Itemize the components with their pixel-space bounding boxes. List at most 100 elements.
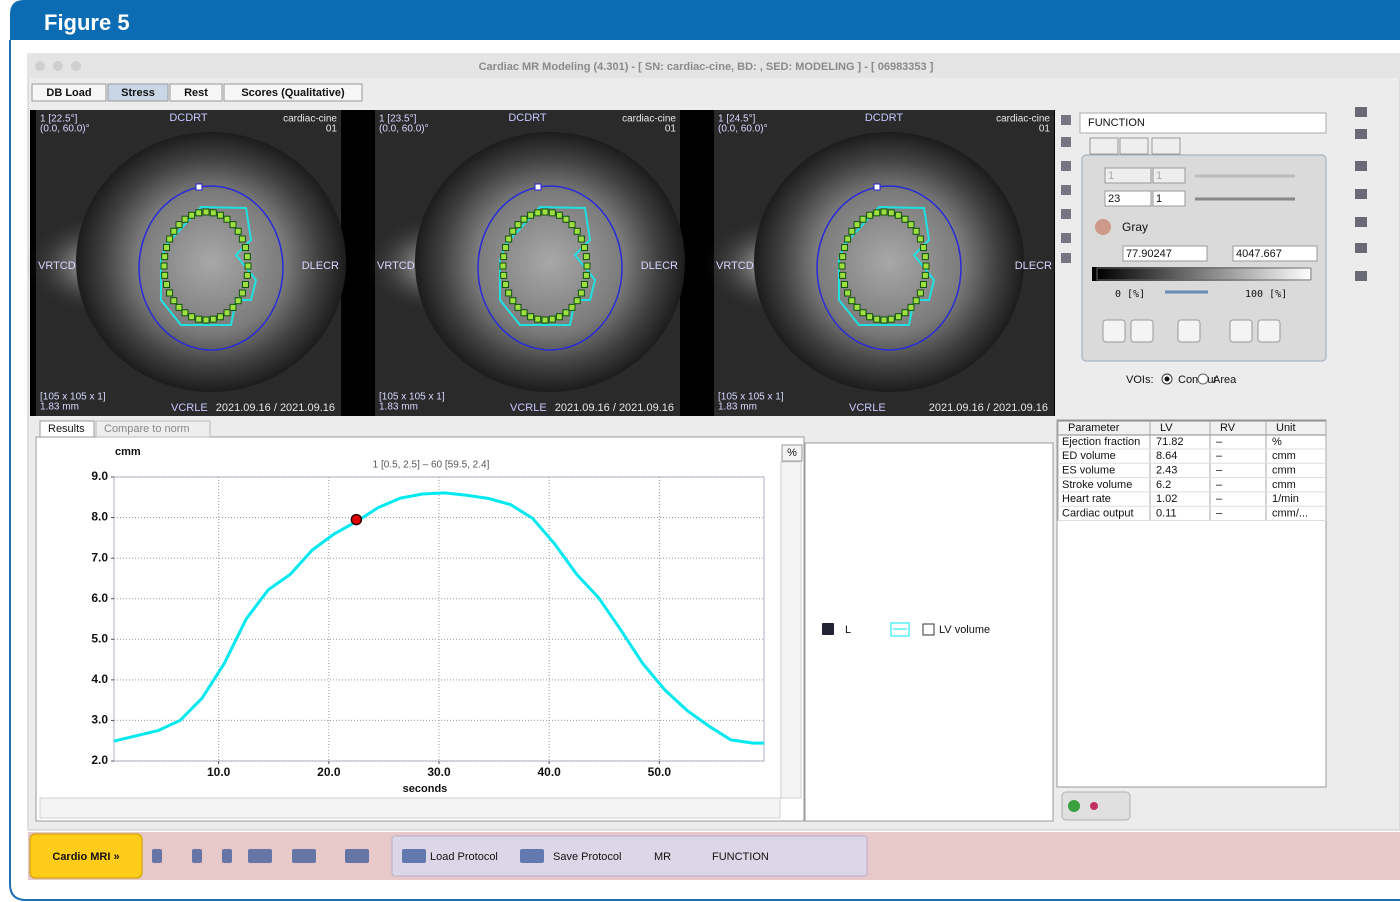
table-header-cell[interactable]: LV xyxy=(1160,422,1173,434)
panel-tab[interactable] xyxy=(1089,137,1119,155)
modality[interactable]: MR xyxy=(654,851,671,863)
tab-label[interactable]: Scores (Qualitative) xyxy=(241,87,345,99)
toolbar-icon[interactable] xyxy=(292,849,316,863)
results-tab[interactable] xyxy=(95,420,211,438)
contour-point xyxy=(195,315,203,323)
side-icon[interactable] xyxy=(1061,161,1071,171)
table-header-cell[interactable]: Unit xyxy=(1276,422,1296,434)
side-icon[interactable] xyxy=(1061,233,1071,243)
handle xyxy=(534,183,542,191)
frame-field[interactable] xyxy=(1152,167,1186,184)
tool-button[interactable] xyxy=(1257,319,1281,343)
panel-tab[interactable] xyxy=(1151,137,1181,155)
tool-button[interactable] xyxy=(1229,319,1253,343)
contour-point xyxy=(848,227,856,235)
tool-button[interactable] xyxy=(1130,319,1154,343)
colormap-label[interactable]: Gray xyxy=(1122,220,1148,234)
side-icon[interactable] xyxy=(1061,115,1071,125)
tool-button[interactable] xyxy=(1102,319,1126,343)
window-close[interactable] xyxy=(35,61,45,71)
frame-field-text[interactable]: 1 xyxy=(1156,170,1162,182)
contour-point xyxy=(894,313,902,321)
toolbar-icon[interactable] xyxy=(345,849,369,863)
legend-save[interactable] xyxy=(822,623,834,635)
tab[interactable] xyxy=(169,83,223,102)
contour-point xyxy=(244,262,252,270)
window-minimize[interactable] xyxy=(53,61,63,71)
lower-field[interactable] xyxy=(1122,245,1208,262)
slice-field-text[interactable]: 23 xyxy=(1108,193,1120,205)
current-marker[interactable] xyxy=(350,513,363,526)
slice-field[interactable] xyxy=(1152,190,1186,207)
scrollbar[interactable] xyxy=(780,461,802,799)
y-tick-label: 6.0 xyxy=(91,591,108,605)
table-header-cell[interactable]: Parameter xyxy=(1068,422,1120,434)
toolbar-icon[interactable] xyxy=(192,849,202,863)
endocardium-contour xyxy=(838,205,936,326)
tab[interactable] xyxy=(31,83,107,102)
app-label[interactable]: Cardio MRI » xyxy=(52,851,119,863)
toolbar-icon[interactable] xyxy=(152,849,162,863)
tab[interactable] xyxy=(107,83,169,102)
tab[interactable] xyxy=(223,83,363,102)
percent-button-label[interactable]: % xyxy=(787,447,797,459)
upper-field[interactable] xyxy=(1232,245,1318,262)
tab-label[interactable]: Rest xyxy=(184,87,208,99)
side-icon[interactable] xyxy=(1355,271,1367,281)
tool-icon[interactable] xyxy=(1090,802,1098,810)
function-select[interactable] xyxy=(1079,112,1327,134)
side-icon[interactable] xyxy=(1355,161,1367,171)
table-header-cell[interactable]: RV xyxy=(1220,422,1236,434)
results-tab-label[interactable]: Compare to norm xyxy=(104,423,190,435)
percent-button[interactable] xyxy=(781,444,803,462)
results-tab[interactable] xyxy=(39,420,95,438)
load-protocol[interactable]: Load Protocol xyxy=(430,851,498,863)
function-select-label[interactable]: FUNCTION xyxy=(1088,117,1145,129)
legend-checkbox[interactable] xyxy=(922,623,935,636)
upper-field-text[interactable]: 4047.667 xyxy=(1236,248,1282,260)
radio[interactable] xyxy=(1197,373,1209,385)
side-icon[interactable] xyxy=(1355,189,1367,199)
side-icon[interactable] xyxy=(1355,129,1367,139)
lower-field-text[interactable]: 77.90247 xyxy=(1126,248,1172,260)
tab-label[interactable]: DB Load xyxy=(46,87,91,99)
contour-point xyxy=(181,309,189,317)
protocol-group xyxy=(391,835,868,877)
table-cell: ED volume xyxy=(1062,450,1116,462)
side-icon[interactable] xyxy=(1355,107,1367,117)
tab-label[interactable]: Stress xyxy=(121,87,155,99)
contour-point xyxy=(562,215,570,223)
window-zoom[interactable] xyxy=(71,61,81,71)
slice-field-text[interactable]: 1 xyxy=(1156,193,1162,205)
legend-label[interactable]: LV volume xyxy=(939,624,990,636)
tool-icon[interactable] xyxy=(1068,800,1080,812)
side-icon[interactable] xyxy=(1061,185,1071,195)
endocardium-contour xyxy=(499,205,597,326)
date-label: 2021.09.16 / 2021.09.16 xyxy=(929,402,1048,414)
pixel-label: 1.83 mm xyxy=(718,402,757,413)
side-icon[interactable] xyxy=(1061,253,1071,263)
side-icon[interactable] xyxy=(1061,137,1071,147)
results-tab-label[interactable]: Results xyxy=(48,423,85,435)
table-cell: Ejection fraction xyxy=(1062,436,1140,448)
contour-point xyxy=(234,227,242,235)
side-icon[interactable] xyxy=(1061,209,1071,219)
toolbar-icon[interactable] xyxy=(222,849,232,863)
frame-field-text[interactable]: 1 xyxy=(1108,170,1114,182)
contour-point xyxy=(555,211,563,219)
toolbar-icon[interactable] xyxy=(402,849,426,863)
save-protocol[interactable]: Save Protocol xyxy=(553,851,621,863)
toolbar-icon[interactable] xyxy=(248,849,272,863)
side-icon[interactable] xyxy=(1355,217,1367,227)
app-button[interactable] xyxy=(29,833,143,879)
slice-field[interactable] xyxy=(1104,190,1152,207)
legend-key[interactable]: L xyxy=(845,624,851,636)
chart-toolbar xyxy=(39,797,781,819)
toolbar-icon[interactable] xyxy=(520,849,544,863)
side-icon[interactable] xyxy=(1355,243,1367,253)
frame-field[interactable] xyxy=(1104,167,1152,184)
tool-button[interactable] xyxy=(1177,319,1201,343)
mode[interactable]: FUNCTION xyxy=(712,851,769,863)
vois-option[interactable]: Area xyxy=(1213,374,1237,386)
panel-tab[interactable] xyxy=(1119,137,1149,155)
